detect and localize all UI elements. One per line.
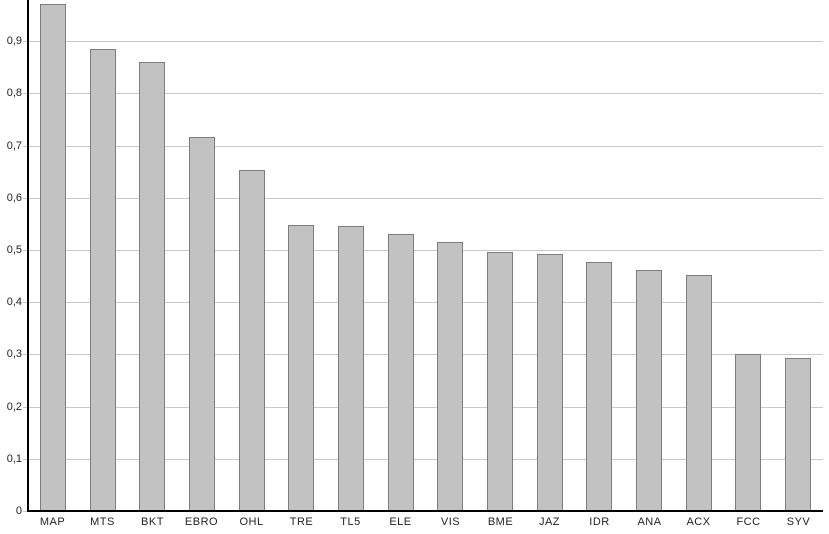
x-category-label-ele: ELE (389, 516, 412, 528)
x-axis-line (27, 510, 823, 512)
gridline-0_5 (23, 250, 823, 251)
gridline-0_9 (23, 41, 823, 42)
bar-bme (487, 252, 513, 511)
x-category-label-vis: VIS (440, 516, 461, 528)
bar-ebro (189, 137, 215, 511)
x-category-label-acx: ACX (686, 516, 711, 528)
gridline-0_4 (23, 302, 823, 303)
gridline-0_6 (23, 198, 823, 199)
x-category-label-ana: ANA (637, 516, 662, 528)
bar-ohl (239, 170, 265, 511)
x-category-label-idr: IDR (589, 516, 610, 528)
x-category-label-mts: MTS (90, 516, 115, 528)
x-category-label-ebro: EBRO (184, 516, 219, 528)
x-category-label-bme: BME (487, 516, 514, 528)
bar-vis (437, 242, 463, 511)
y-tick-label: 0,8 (6, 87, 22, 99)
x-category-label-fcc: FCC (736, 516, 761, 528)
gridline-0_2 (23, 407, 823, 408)
x-category-label-tre: TRE (289, 516, 314, 528)
bar-map (40, 4, 66, 511)
y-tick-zero (23, 511, 28, 512)
gridline-0_1 (23, 459, 823, 460)
y-tick-label: 0,1 (6, 453, 22, 465)
bar-idr (586, 262, 612, 511)
y-tick-label: 0,3 (6, 348, 22, 360)
y-tick-label: 0,6 (6, 192, 22, 204)
x-category-label-bkt: BKT (141, 516, 164, 528)
gridline-0_8 (23, 93, 823, 94)
x-category-label-syv: SYV (786, 516, 811, 528)
bar-ana (636, 270, 662, 511)
y-tick-label: 0 (15, 505, 22, 517)
bar-mts (90, 49, 116, 511)
gridline-0_7 (23, 146, 823, 147)
x-category-label-map: MAP (39, 516, 66, 528)
y-tick-label: 0,7 (6, 140, 22, 152)
y-tick-label: 0,4 (6, 296, 22, 308)
x-category-label-tl5: TL5 (340, 516, 361, 528)
x-category-label-jaz: JAZ (538, 516, 561, 528)
y-axis-line (27, 0, 29, 512)
gridline-0_3 (23, 354, 823, 355)
bar-bkt (139, 62, 165, 511)
x-category-label-ohl: OHL (239, 516, 264, 528)
bar-syv (785, 358, 811, 511)
bar-acx (686, 275, 712, 511)
bar-ele (388, 234, 414, 511)
bar-fcc (735, 354, 761, 511)
bar-tl5 (338, 226, 364, 511)
y-tick-label: 0,2 (6, 401, 22, 413)
bar-tre (288, 225, 314, 511)
y-tick-label: 0,9 (6, 35, 22, 47)
bar-jaz (537, 254, 563, 511)
y-tick-label: 0,5 (6, 244, 22, 256)
